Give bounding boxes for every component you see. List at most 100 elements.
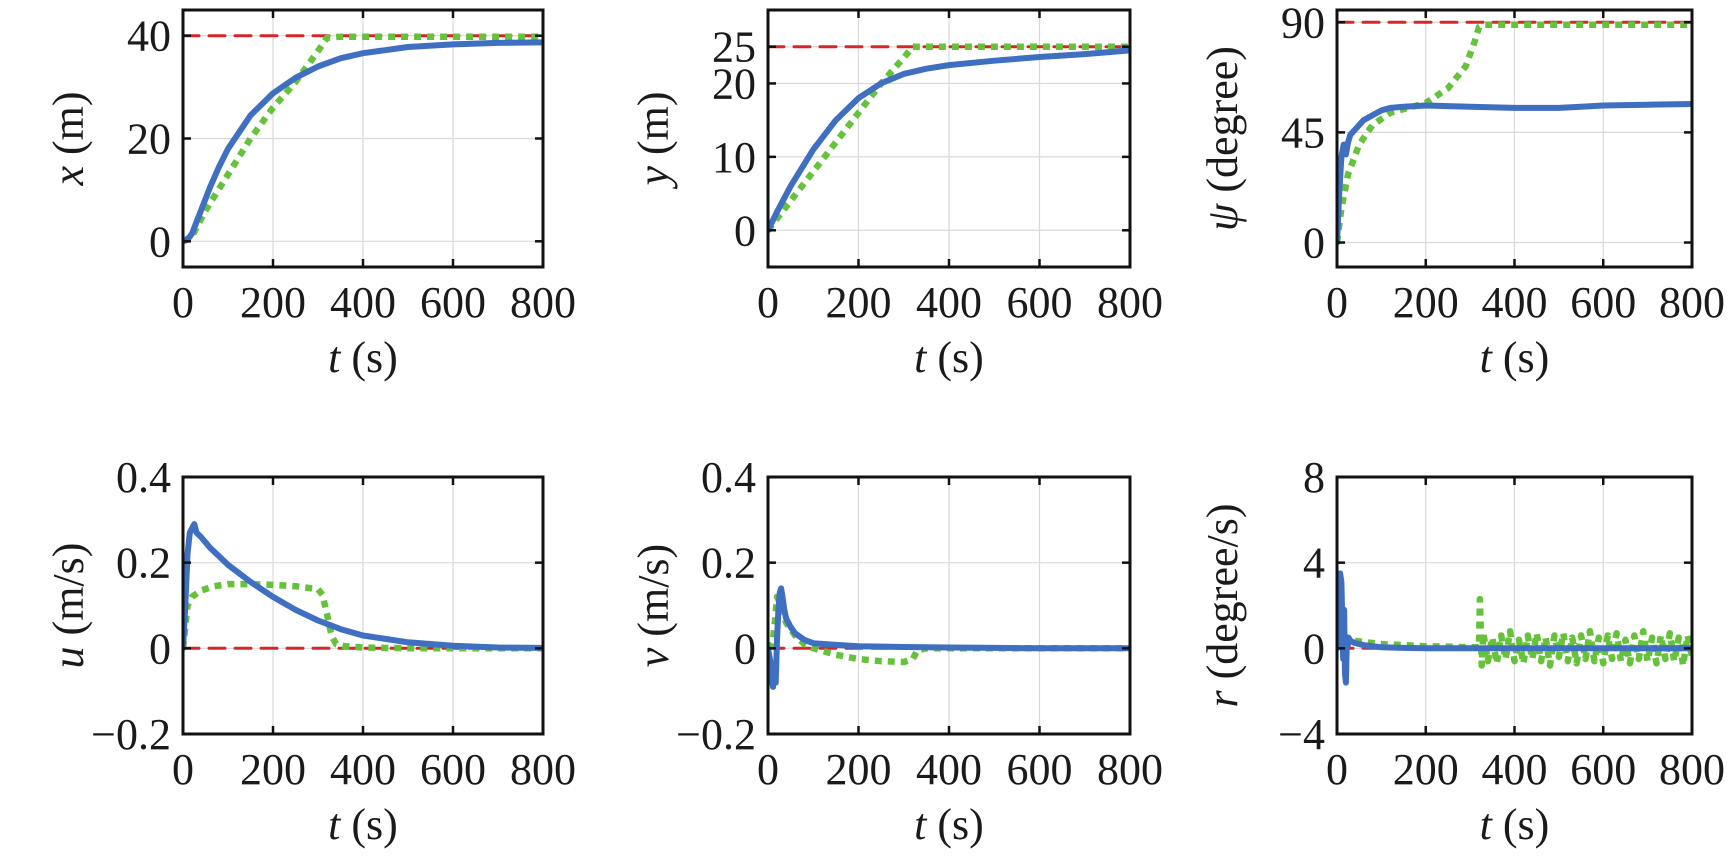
x-tick-label: 200 <box>240 745 306 794</box>
x-tick-label: 600 <box>1570 745 1636 794</box>
y-tick-label: 10 <box>712 133 756 182</box>
y-tick-label: 8 <box>1303 453 1325 502</box>
y-tick-label: 0.4 <box>116 453 171 502</box>
series-group <box>768 43 1130 234</box>
x-axis-label-var: t <box>1480 333 1494 382</box>
x-tick-label: 800 <box>1659 745 1725 794</box>
y-axis-label-var: y <box>629 166 678 190</box>
x-axis-label: t (s) <box>914 800 984 849</box>
y-tick-label: 20 <box>127 115 171 164</box>
x-tick-label: 200 <box>240 278 306 327</box>
y-axis-label: r (degree/s) <box>1198 503 1247 707</box>
series-line-comparison-x <box>183 33 543 245</box>
y-axis-label-var: v <box>629 647 678 667</box>
series-line-comparison-u <box>183 580 543 652</box>
x-tick-label: 0 <box>757 745 779 794</box>
y-axis-label-unit: (m/s) <box>44 543 93 647</box>
x-tick-label: 0 <box>757 278 779 327</box>
x-axis-label: t (s) <box>1480 333 1550 382</box>
x-tick-label: 400 <box>1482 278 1548 327</box>
x-tick-label: 800 <box>1659 278 1725 327</box>
x-axis-label-var: t <box>328 333 342 382</box>
x-axis-label: t (s) <box>328 333 398 382</box>
series-line-controller-r <box>1337 570 1692 686</box>
y-axis-label-var: u <box>44 646 93 668</box>
x-axis-label: t (s) <box>1480 800 1550 849</box>
x-tick-label: 400 <box>916 278 982 327</box>
series-group <box>183 33 543 245</box>
x-tick-label: 0 <box>1326 745 1348 794</box>
series-group <box>1337 570 1692 686</box>
y-tick-label: 0 <box>734 206 756 255</box>
y-axis-label-unit: (m/s) <box>629 544 678 648</box>
y-tick-label: −0.2 <box>676 710 756 759</box>
x-tick-label: 800 <box>510 278 576 327</box>
series-line-comparison-y <box>768 43 1130 233</box>
subplot-u: 0 200 400 600 800−0.200.20.4t (s)u (m/s) <box>44 453 576 849</box>
y-tick-label: 0 <box>1303 219 1325 268</box>
subplot-psi: 0 200 400 600 800 0 45 90 t (s) ψ (degree) <box>1198 0 1725 382</box>
y-axis-label-unit: (degree) <box>1198 46 1247 204</box>
series-group <box>1337 20 1692 246</box>
y-tick-label: −0.2 <box>91 710 171 759</box>
y-axis-label-var: x <box>44 166 93 187</box>
y-tick-label: 0 <box>149 217 171 266</box>
x-axis-label-var: t <box>914 800 928 849</box>
x-axis-label-var: t <box>328 800 342 849</box>
x-tick-label: 600 <box>1007 278 1073 327</box>
series-line-comparison-r <box>1337 595 1692 669</box>
series-line-controller-psi <box>1337 101 1692 246</box>
y-axis-label: u (m/s) <box>44 543 93 669</box>
y-tick-label: 0 <box>149 624 171 673</box>
y-tick-label: 4 <box>1303 539 1325 588</box>
x-tick-label: 600 <box>1007 745 1073 794</box>
x-tick-label: 400 <box>1482 745 1548 794</box>
y-axis-label-unit: (m) <box>44 91 93 166</box>
x-axis-label: t (s) <box>328 800 398 849</box>
x-tick-label: 600 <box>420 278 486 327</box>
y-tick-label: 0.4 <box>701 453 756 502</box>
y-axis-label-unit: (m) <box>629 91 678 166</box>
subplot-x: 0 200 400 600 800 0 20 40 t (s) x (m) <box>44 8 576 382</box>
y-tick-label: 0 <box>734 624 756 673</box>
x-tick-label: 400 <box>916 745 982 794</box>
x-tick-label: 400 <box>330 278 396 327</box>
y-tick-label: 90 <box>1281 0 1325 47</box>
x-axis-label-unit: (s) <box>340 333 397 382</box>
series-line-controller-x <box>183 39 543 245</box>
series-line-controller-u <box>183 521 543 652</box>
y-axis-label: ψ (degree) <box>1198 46 1247 231</box>
series-group <box>768 585 1130 690</box>
y-tick-label: 45 <box>1281 108 1325 157</box>
x-tick-label: 0 <box>172 745 194 794</box>
x-axis-label-unit: (s) <box>926 333 983 382</box>
x-tick-label: 0 <box>1326 278 1348 327</box>
x-tick-label: 200 <box>826 745 892 794</box>
y-axis-label-unit: (degree/s) <box>1198 503 1247 690</box>
y-axis-label: y (m) <box>629 91 678 189</box>
subplot-v: 0 200 400 600 800−0.200.20.4t (s)v (m/s) <box>629 453 1163 849</box>
y-axis-label: x (m) <box>44 91 93 186</box>
x-tick-label: 600 <box>420 745 486 794</box>
x-axis-label-unit: (s) <box>340 800 397 849</box>
x-axis-label-unit: (s) <box>926 800 983 849</box>
x-tick-label: 400 <box>330 745 396 794</box>
y-axis-label-var: ψ <box>1198 203 1247 231</box>
x-tick-label: 600 <box>1570 278 1636 327</box>
x-axis-label-var: t <box>1480 800 1494 849</box>
y-tick-label: 20 <box>712 59 756 108</box>
x-tick-label: 800 <box>1097 745 1163 794</box>
y-tick-label: 0.2 <box>701 539 756 588</box>
series-line-controller-y <box>768 47 1130 234</box>
series-line-controller-v <box>768 585 1130 690</box>
x-tick-label: 200 <box>1393 745 1459 794</box>
y-tick-label: 25 <box>712 23 756 72</box>
series-line-comparison-psi <box>1337 21 1692 243</box>
series-group <box>183 521 543 652</box>
y-tick-label: −4 <box>1278 710 1325 759</box>
y-tick-label: 40 <box>127 12 171 61</box>
x-axis-label-unit: (s) <box>1492 800 1549 849</box>
